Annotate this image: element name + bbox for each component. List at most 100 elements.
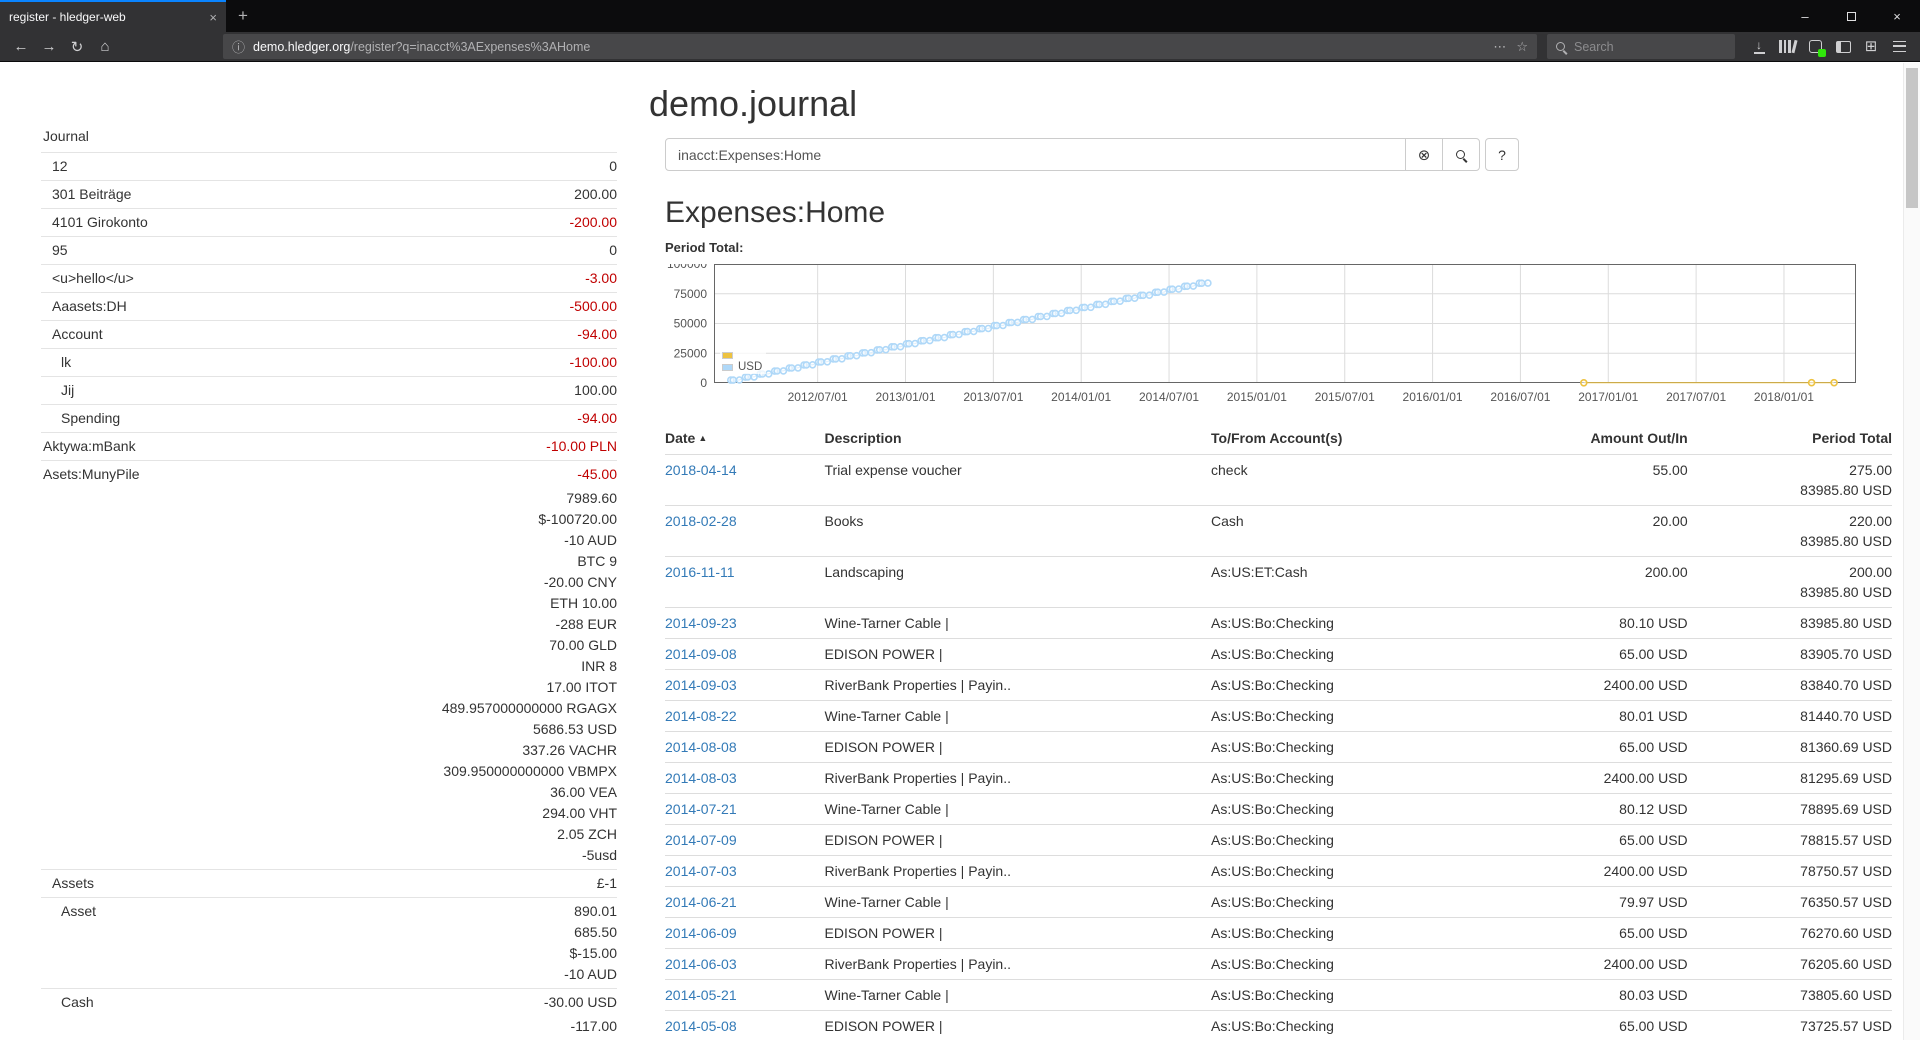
column-header-date[interactable]: Date ▲ — [665, 430, 708, 446]
transaction-date-link[interactable]: 2014-07-03 — [665, 863, 737, 879]
sidebar-account-link[interactable]: <u>hello</u> — [52, 270, 134, 286]
series-point — [1086, 303, 1095, 312]
sidebar-account-link[interactable]: 301 Beiträge — [52, 186, 132, 202]
transaction-date-cell: 2016-11-11 — [665, 556, 825, 608]
transaction-period-total: 76350.57 USD — [1695, 886, 1892, 918]
reload-button[interactable]: ↻ — [70, 38, 84, 56]
transaction-accounts[interactable]: check — [1211, 454, 1524, 506]
sidebar-account-row: lk -100.00 — [41, 348, 617, 376]
transaction-accounts[interactable]: As:US:Bo:Checking — [1211, 607, 1524, 639]
page-actions-icon[interactable]: ⋯ — [1493, 38, 1507, 54]
new-tab-button[interactable]: + — [238, 6, 248, 25]
transaction-accounts[interactable]: As:US:Bo:Checking — [1211, 731, 1524, 763]
tab-close-icon[interactable]: × — [209, 9, 217, 25]
transaction-accounts[interactable]: As:US:Bo:Checking — [1211, 855, 1524, 887]
browser-search-input[interactable] — [1574, 39, 1727, 54]
transaction-accounts[interactable]: As:US:ET:Cash — [1211, 556, 1524, 608]
library-button[interactable] — [1773, 34, 1801, 60]
downloads-button[interactable]: ↓ — [1745, 34, 1773, 60]
home-button[interactable]: ⌂ — [100, 38, 110, 55]
menu-button[interactable] — [1885, 34, 1913, 60]
transaction-accounts[interactable]: As:US:Bo:Checking — [1211, 917, 1524, 949]
transaction-accounts[interactable]: As:US:Bo:Checking — [1211, 793, 1524, 825]
transaction-date-link[interactable]: 2014-06-21 — [665, 894, 737, 910]
transaction-date-link[interactable]: 2014-07-21 — [665, 801, 737, 817]
series-point — [919, 336, 928, 345]
period-total-amount: 76350.57 USD — [1800, 894, 1892, 910]
transaction-date-link[interactable]: 2014-08-03 — [665, 770, 737, 786]
sidebar-account-link[interactable]: 95 — [52, 242, 68, 258]
sidebar-account-balance: -3.00 — [585, 268, 617, 289]
transaction-date-link[interactable]: 2018-04-14 — [665, 462, 737, 478]
sidebar-toggle-button[interactable] — [1829, 34, 1857, 60]
window-minimize-button[interactable]: – — [1801, 8, 1809, 24]
sidebar-account-link[interactable]: 4101 Girokonto — [52, 214, 148, 230]
sidebar-account-link[interactable]: Aktywa:mBank — [43, 438, 136, 454]
sidebar-account-link[interactable]: Aaasets:DH — [52, 298, 127, 314]
sidebar-journal-link[interactable]: Journal — [43, 128, 89, 144]
transaction-period-total: 76270.60 USD — [1695, 917, 1892, 949]
transaction-date-link[interactable]: 2014-05-08 — [665, 1018, 737, 1034]
register-header-row: Date ▲ Description To/From Account(s) Amo… — [665, 422, 1892, 455]
period-total-chart: 2012/07/01 2013/01/01 2013/07/01 2014/01/01… — [665, 257, 1860, 414]
transaction-date-link[interactable]: 2014-09-08 — [665, 646, 737, 662]
transaction-date-link[interactable]: 2016-11-11 — [665, 564, 735, 580]
register-row: 2014-08-08 EDISON POWER | As:US:Bo:Checkin… — [665, 731, 1892, 763]
extension-button[interactable] — [1801, 34, 1829, 60]
transaction-date-link[interactable]: 2018-02-28 — [665, 513, 737, 529]
transaction-accounts[interactable]: As:US:Bo:Checking — [1211, 886, 1524, 918]
sidebar-account-link[interactable]: Asset — [61, 903, 97, 919]
series-point — [969, 327, 978, 336]
transaction-date-link[interactable]: 2014-08-08 — [665, 739, 737, 755]
window-maximize-button[interactable] — [1828, 0, 1874, 32]
query-input[interactable] — [665, 138, 1406, 171]
sidebar-account-link[interactable]: Assets — [52, 875, 95, 891]
sidebar-account-link[interactable]: Account — [52, 326, 103, 342]
transaction-date-link[interactable]: 2014-06-03 — [665, 956, 737, 972]
transaction-accounts[interactable]: As:US:Bo:Checking — [1211, 762, 1524, 794]
transaction-date-link[interactable]: 2014-05-21 — [665, 987, 737, 1003]
browser-search-bar[interactable] — [1547, 34, 1735, 59]
apps-grid-button[interactable]: ⊞ — [1857, 34, 1885, 60]
period-total-amount: 83905.70 USD — [1800, 646, 1892, 662]
transaction-accounts[interactable]: As:US:Bo:Checking — [1211, 824, 1524, 856]
search-help-button[interactable]: ? — [1485, 138, 1519, 171]
sidebar-account-link[interactable]: Cash — [61, 994, 94, 1010]
transaction-date-cell: 2014-07-03 — [665, 855, 825, 887]
transaction-date-link[interactable]: 2014-08-22 — [665, 708, 737, 724]
window-close-button[interactable]: × — [1893, 8, 1901, 24]
transaction-date-link[interactable]: 2014-09-03 — [665, 677, 737, 693]
scrollbar-thumb[interactable] — [1906, 68, 1918, 208]
site-info-icon[interactable]: ⓘ — [232, 40, 246, 55]
transaction-accounts[interactable]: As:US:Bo:Checking — [1211, 638, 1524, 670]
sidebar-account-link[interactable]: Asets:MunyPile — [43, 466, 140, 482]
browser-tab[interactable]: register - hledger-web × — [0, 0, 226, 32]
back-button[interactable]: ← — [13, 38, 29, 55]
series-point — [1189, 282, 1198, 290]
transaction-accounts[interactable]: As:US:Bo:Checking — [1211, 1010, 1524, 1040]
series-point — [861, 349, 869, 357]
sidebar-account-link[interactable]: lk — [61, 354, 72, 370]
search-submit-button[interactable] — [1442, 138, 1480, 171]
transaction-date-link[interactable]: 2014-06-09 — [665, 925, 737, 941]
forward-button[interactable]: → — [41, 38, 57, 55]
series-point — [1204, 279, 1212, 287]
sidebar-account-link[interactable]: 12 — [52, 158, 68, 174]
transaction-accounts[interactable]: As:US:Bo:Checking — [1211, 669, 1524, 701]
transaction-date-link[interactable]: 2014-09-23 — [665, 615, 737, 631]
sidebar-account-link[interactable]: Spending — [61, 410, 121, 426]
bookmark-star-icon[interactable]: ☆ — [1516, 38, 1528, 54]
series-point — [867, 348, 875, 357]
transaction-accounts[interactable]: As:US:Bo:Checking — [1211, 948, 1524, 980]
transaction-accounts[interactable]: As:US:Bo:Checking — [1211, 979, 1524, 1011]
sidebar-account-link[interactable]: Jij — [61, 382, 75, 398]
address-bar[interactable]: ⓘ demo.hledger.org /register?q=inacct%3A… — [223, 34, 1537, 59]
transaction-accounts[interactable]: As:US:Bo:Checking — [1211, 700, 1524, 732]
transaction-date-link[interactable]: 2014-07-09 — [665, 832, 737, 848]
page-scrollbar[interactable] — [1903, 63, 1920, 1040]
period-total-amount: 83985.80 USD — [1800, 533, 1892, 549]
series-point — [1095, 300, 1104, 309]
transaction-accounts[interactable]: Cash — [1211, 505, 1524, 557]
extension-icon — [1808, 40, 1826, 57]
clear-query-button[interactable]: ⊗ — [1405, 138, 1443, 171]
